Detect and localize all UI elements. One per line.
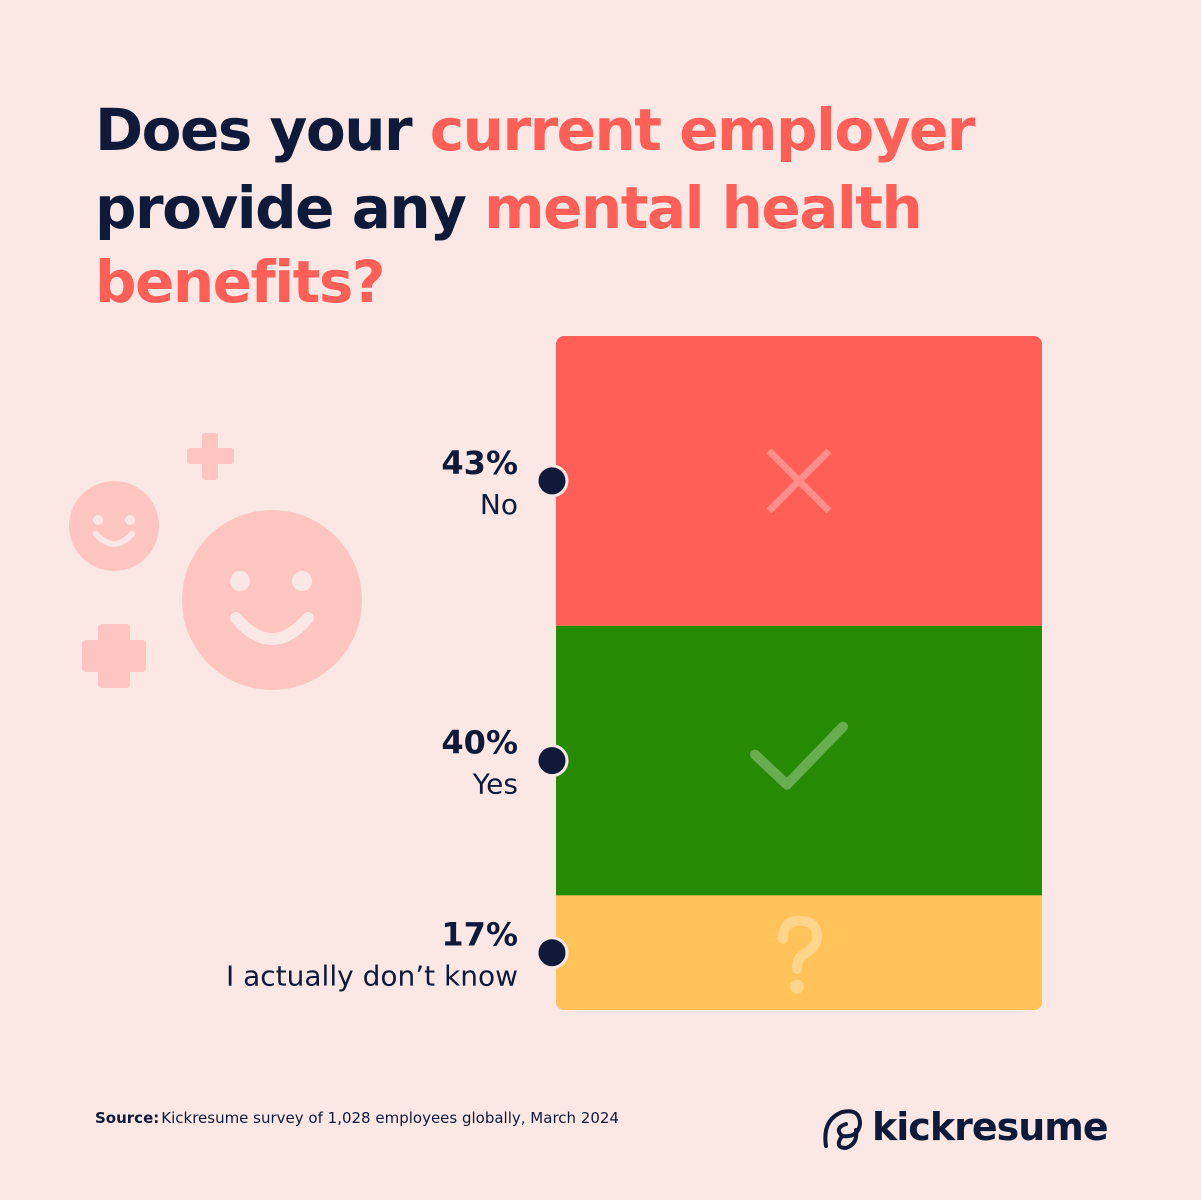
title-part: provide any xyxy=(95,174,484,242)
bar-segment xyxy=(556,336,1042,626)
eye xyxy=(125,515,135,525)
title-part: current employer xyxy=(430,96,976,164)
title-part: mental health xyxy=(484,174,921,242)
stacked-bar xyxy=(556,336,1042,1010)
bar-segment xyxy=(556,625,1042,896)
title-line: benefits? xyxy=(95,248,384,316)
title-line: Does your current employer xyxy=(95,96,976,164)
eye xyxy=(93,515,103,525)
category-label: I actually don’t know xyxy=(226,960,518,993)
logo-mark xyxy=(823,1109,863,1151)
small-smiley xyxy=(69,481,159,571)
label-dot xyxy=(535,744,569,778)
decoration xyxy=(69,433,362,690)
bar-segment xyxy=(556,895,1042,1010)
title: Does your current employer provide any me… xyxy=(95,96,977,316)
brand-name: kickresume xyxy=(872,1105,1108,1149)
category-label: No xyxy=(480,488,518,521)
source-label: Source: xyxy=(95,1109,159,1127)
label-dot xyxy=(535,464,569,498)
big-smiley xyxy=(182,510,362,690)
title-part: benefits? xyxy=(95,248,384,316)
labels: 43% No 40% Yes 17% I actually don’t know xyxy=(226,444,569,993)
eye xyxy=(292,571,312,591)
icon-question xyxy=(778,915,823,974)
value-label: 17% xyxy=(441,916,518,954)
mouth xyxy=(230,612,314,645)
eye xyxy=(230,571,250,591)
source-text: Kickresume survey of 1,028 employees glo… xyxy=(161,1109,619,1127)
value-label: 43% xyxy=(441,444,518,482)
icon-question-dot xyxy=(790,979,804,994)
title-part: Does your xyxy=(95,96,430,164)
source: Source: Kickresume survey of 1,028 employ… xyxy=(95,1109,619,1127)
title-line: provide any mental health xyxy=(95,174,921,242)
value-label: 40% xyxy=(441,724,518,762)
mouth xyxy=(93,531,135,547)
icon-x xyxy=(766,448,832,514)
smiley-faces xyxy=(93,515,314,645)
brand-logo xyxy=(823,1109,863,1151)
category-label: Yes xyxy=(472,768,518,801)
icon-check xyxy=(750,721,848,790)
plus xyxy=(187,448,234,464)
plus xyxy=(82,640,146,672)
label-dot xyxy=(535,936,569,970)
